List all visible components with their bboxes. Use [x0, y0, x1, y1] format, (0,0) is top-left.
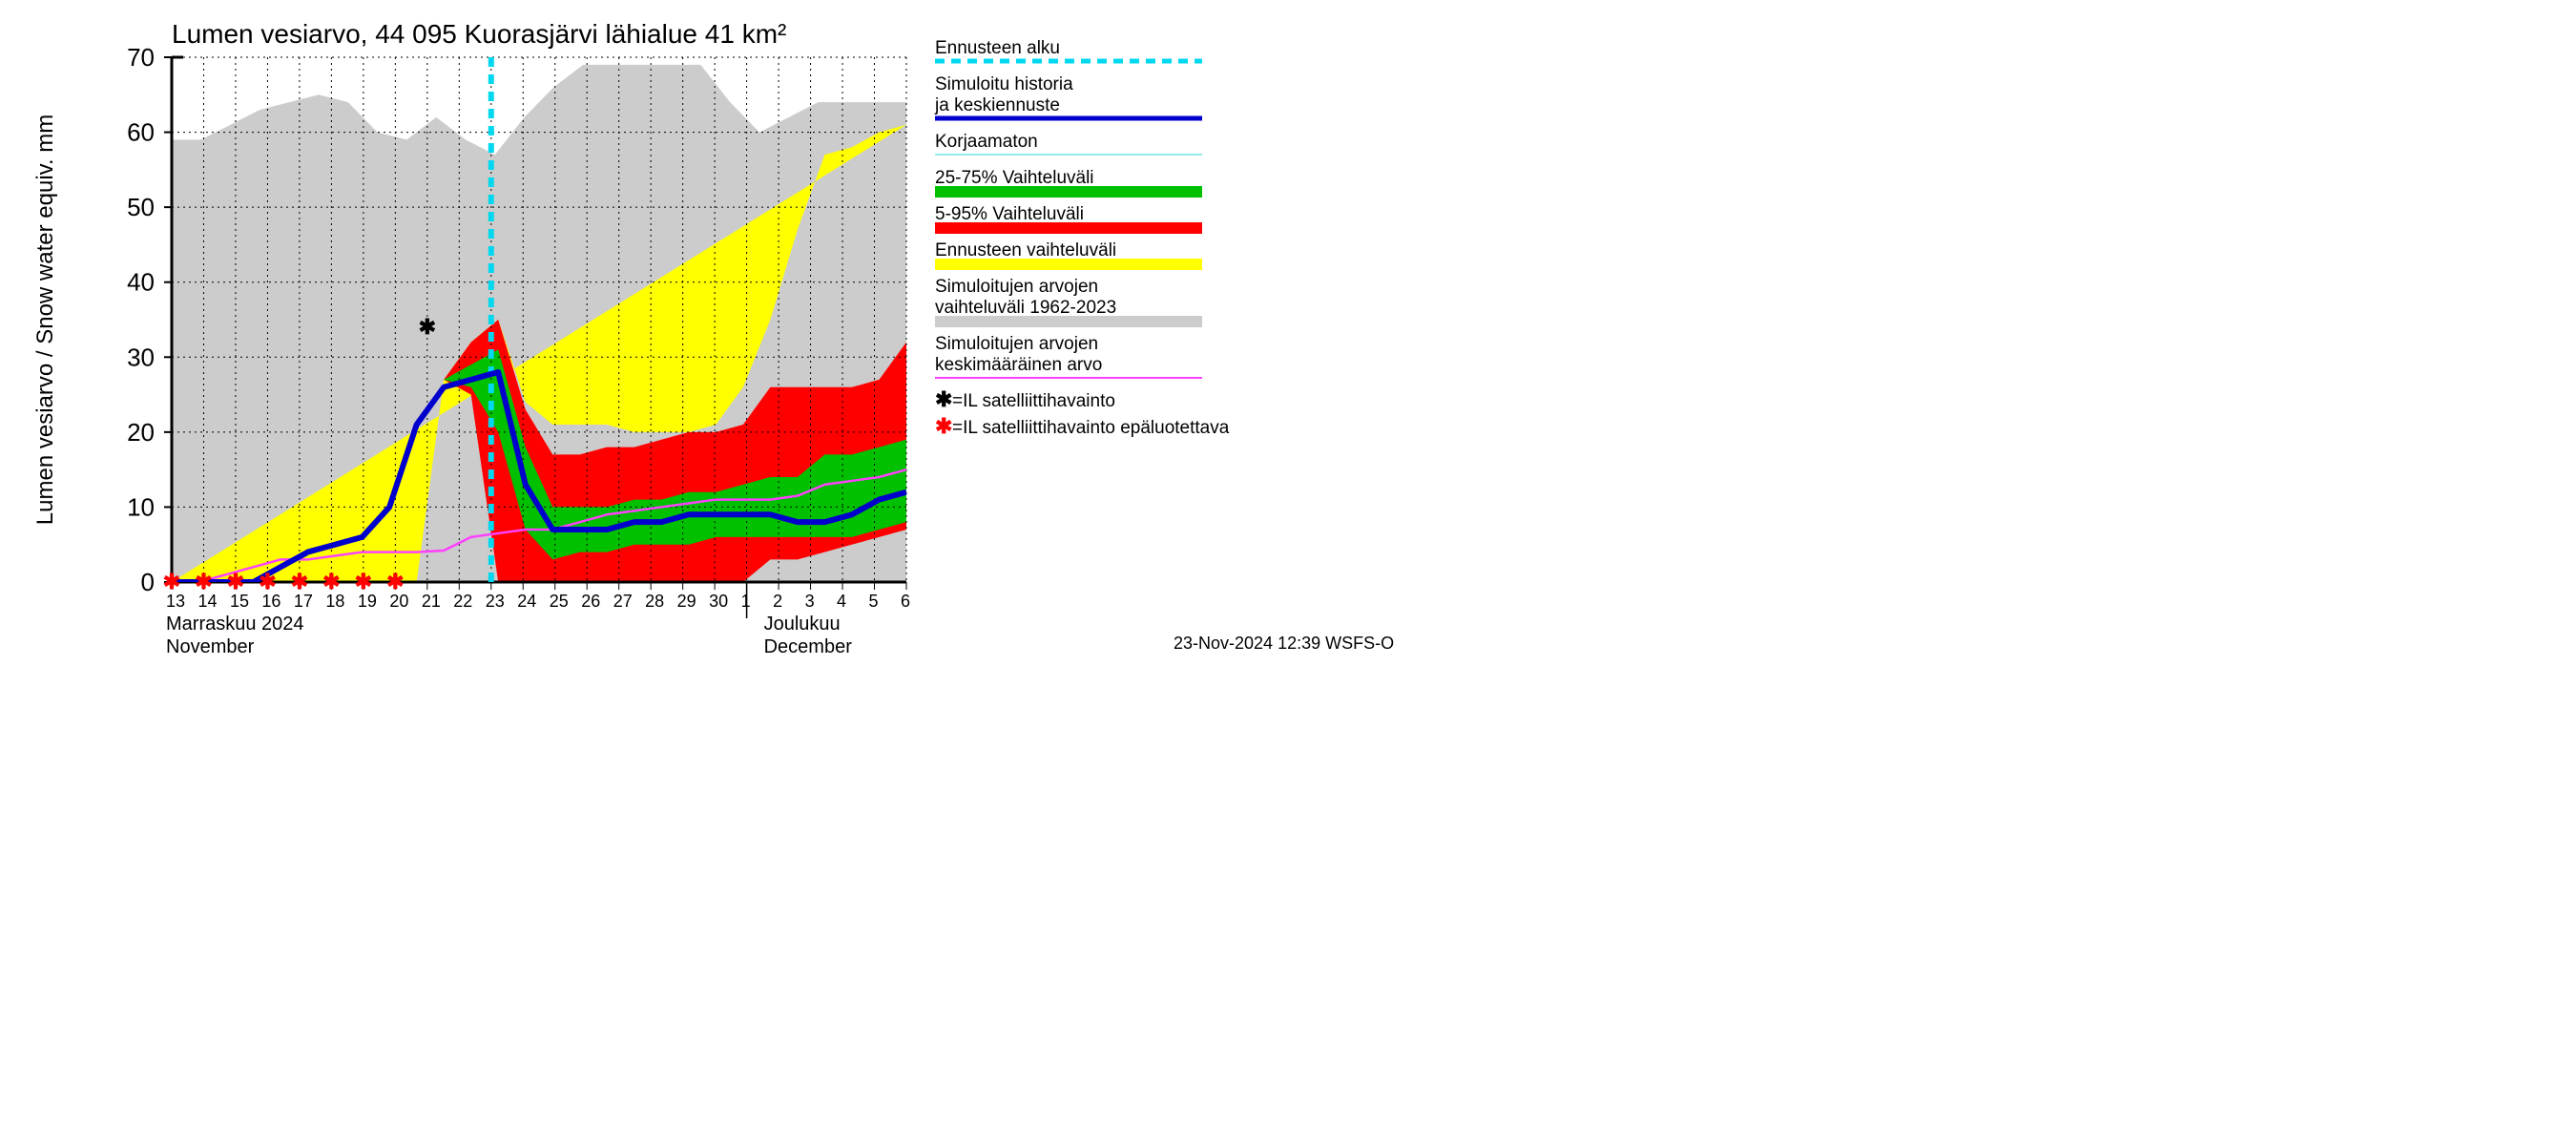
legend-label: Ennusteen alku	[935, 38, 1060, 58]
x-tick-label: 30	[709, 592, 728, 611]
legend-symbol: ✱	[935, 414, 952, 438]
legend-swatch	[935, 259, 1202, 270]
legend-label: Korjaamaton	[935, 132, 1038, 152]
x-tick-label: 27	[613, 592, 633, 611]
satellite-unreliable-marker: ✱	[259, 570, 276, 593]
legend-symbol: ✱	[935, 387, 952, 411]
y-tick-label: 10	[127, 492, 155, 521]
y-tick-label: 20	[127, 418, 155, 447]
x-tick-label: 19	[358, 592, 377, 611]
x-tick-label: 17	[294, 592, 313, 611]
legend-label: Ennusteen vaihteluväli	[935, 240, 1116, 260]
legend-label: keskimääräinen arvo	[935, 355, 1102, 375]
y-tick-label: 60	[127, 118, 155, 147]
x-tick-label: 5	[869, 592, 879, 611]
legend-label: 5-95% Vaihteluväli	[935, 204, 1084, 224]
satellite-unreliable-marker: ✱	[163, 570, 180, 593]
satellite-unreliable-marker: ✱	[227, 570, 244, 593]
snow-water-equiv-chart: 1314151617181920212223242526272829301234…	[0, 0, 1450, 668]
x-tick-label: 25	[550, 592, 569, 611]
x-tick-label: 21	[422, 592, 441, 611]
y-tick-label: 30	[127, 343, 155, 371]
x-tick-label: 26	[581, 592, 600, 611]
satellite-unreliable-marker: ✱	[386, 570, 404, 593]
y-tick-label: 70	[127, 43, 155, 72]
chart-title: Lumen vesiarvo, 44 095 Kuorasjärvi lähia…	[172, 19, 786, 49]
x-tick-label: 18	[325, 592, 344, 611]
satellite-unreliable-marker: ✱	[355, 570, 372, 593]
legend-swatch	[935, 222, 1202, 234]
month-label-en: December	[764, 636, 853, 657]
x-tick-label: 4	[837, 592, 846, 611]
x-tick-label: 20	[389, 592, 408, 611]
x-tick-label: 15	[230, 592, 249, 611]
x-tick-label: 16	[261, 592, 280, 611]
legend-label: ja keskiennuste	[934, 95, 1060, 115]
y-tick-label: 40	[127, 268, 155, 297]
month-label-fi: Marraskuu 2024	[166, 614, 304, 635]
month-label-en: November	[166, 636, 255, 657]
x-tick-label: 3	[805, 592, 815, 611]
legend-swatch	[935, 186, 1202, 198]
legend-label: =IL satelliittihavainto	[952, 391, 1115, 411]
x-tick-label: 2	[773, 592, 782, 611]
satellite-unreliable-marker: ✱	[291, 570, 308, 593]
satellite-unreliable-marker: ✱	[195, 570, 212, 593]
x-tick-label: 6	[901, 592, 910, 611]
legend-label: Simuloitujen arvojen	[935, 277, 1098, 297]
y-tick-label: 50	[127, 193, 155, 221]
legend-label: Simuloitu historia	[935, 74, 1073, 94]
y-axis-label: Lumen vesiarvo / Snow water equiv. mm	[32, 114, 58, 525]
month-label-fi: Joulukuu	[764, 614, 841, 635]
timestamp-label: 23-Nov-2024 12:39 WSFS-O	[1174, 634, 1394, 653]
x-tick-label: 22	[453, 592, 472, 611]
x-tick-label: 14	[197, 592, 217, 611]
satellite-unreliable-marker: ✱	[322, 570, 340, 593]
satellite-marker: ✱	[419, 315, 436, 339]
legend-label: 25-75% Vaihteluväli	[935, 168, 1094, 188]
x-tick-label: 28	[645, 592, 664, 611]
x-tick-label: 23	[486, 592, 505, 611]
x-tick-label: 1	[741, 592, 751, 611]
x-tick-label: 24	[517, 592, 536, 611]
legend-label: vaihteluväli 1962-2023	[935, 298, 1116, 318]
x-tick-label: 29	[677, 592, 696, 611]
legend-swatch	[935, 316, 1202, 327]
legend-label: =IL satelliittihavainto epäluotettava	[952, 418, 1230, 438]
legend-label: Simuloitujen arvojen	[935, 334, 1098, 354]
x-tick-label: 13	[166, 592, 185, 611]
y-tick-label: 0	[141, 568, 155, 596]
